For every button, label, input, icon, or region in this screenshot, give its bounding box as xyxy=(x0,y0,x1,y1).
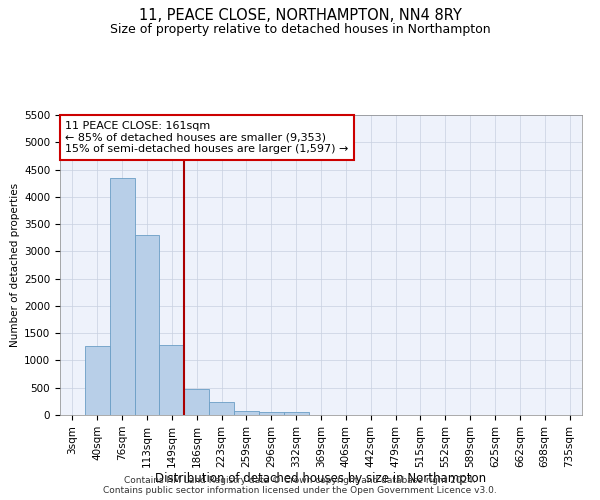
Bar xyxy=(284,412,308,415)
Bar xyxy=(234,410,259,415)
Text: Contains HM Land Registry data © Crown copyright and database right 2024.
Contai: Contains HM Land Registry data © Crown c… xyxy=(103,476,497,495)
Bar xyxy=(184,389,209,415)
Text: 11, PEACE CLOSE, NORTHAMPTON, NN4 8RY: 11, PEACE CLOSE, NORTHAMPTON, NN4 8RY xyxy=(139,8,461,22)
Bar xyxy=(209,402,234,415)
Bar xyxy=(85,346,110,415)
Text: Size of property relative to detached houses in Northampton: Size of property relative to detached ho… xyxy=(110,22,490,36)
Bar xyxy=(259,412,284,415)
Y-axis label: Number of detached properties: Number of detached properties xyxy=(10,183,20,347)
Bar xyxy=(160,345,184,415)
X-axis label: Distribution of detached houses by size in Northampton: Distribution of detached houses by size … xyxy=(155,472,487,486)
Bar xyxy=(110,178,134,415)
Text: 11 PEACE CLOSE: 161sqm
← 85% of detached houses are smaller (9,353)
15% of semi-: 11 PEACE CLOSE: 161sqm ← 85% of detached… xyxy=(65,121,349,154)
Bar xyxy=(134,235,160,415)
